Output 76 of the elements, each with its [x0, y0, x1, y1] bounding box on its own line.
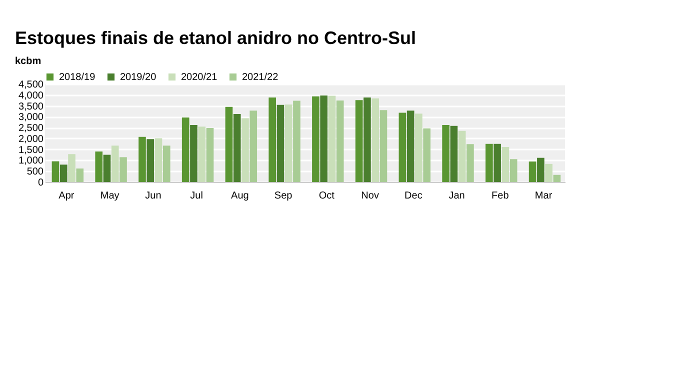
bar	[52, 161, 60, 182]
bar	[138, 136, 146, 182]
y-tick-label: 2,000	[18, 134, 44, 145]
bar	[528, 162, 536, 182]
bar	[398, 112, 406, 182]
bar	[466, 144, 474, 182]
x-tick-label: Feb	[492, 190, 510, 202]
x-tick-label: Dec	[404, 190, 422, 202]
x-tick-label: Oct	[318, 190, 335, 202]
bar	[60, 164, 68, 182]
y-tick-label: 0	[38, 178, 44, 188]
chart-title: Estoques finais de etanol anidro no Centro-Sul	[15, 28, 416, 48]
bar	[545, 164, 552, 182]
legend-label: 2020/21	[181, 72, 218, 83]
bar	[415, 114, 422, 182]
bar	[312, 96, 320, 182]
x-tick-label: Jan	[448, 190, 465, 202]
legend-label: 2018/19	[59, 72, 96, 83]
bar	[284, 104, 292, 182]
bar	[120, 157, 127, 182]
bar	[364, 98, 371, 182]
bar	[225, 106, 233, 182]
bar	[206, 128, 214, 182]
bar	[111, 146, 119, 182]
bar	[494, 144, 501, 182]
bar	[502, 146, 510, 182]
y-tick-label: 4,000	[18, 90, 44, 102]
bar	[486, 144, 493, 182]
x-tick-label: Sep	[274, 190, 293, 202]
y-tick-label: 1,500	[18, 144, 44, 156]
y-axis-title: kcbm	[15, 56, 42, 67]
x-tick-label: Apr	[58, 190, 75, 202]
y-tick-label: 2,500	[18, 123, 44, 134]
bar	[380, 110, 388, 182]
x-tick-label: Jun	[145, 190, 162, 202]
y-tick-label: 1,000	[18, 156, 44, 167]
bar	[268, 98, 276, 182]
bar	[442, 124, 450, 182]
bar	[450, 126, 458, 182]
bar	[233, 114, 241, 182]
bar	[328, 96, 336, 182]
bar	[510, 159, 518, 182]
legend-label: 2019/20	[120, 72, 157, 83]
bar	[95, 152, 103, 182]
bar	[406, 110, 414, 182]
bar	[458, 130, 466, 182]
bar	[190, 124, 198, 182]
bar	[293, 100, 300, 182]
x-tick-label: Nov	[361, 190, 379, 202]
bar	[320, 96, 328, 182]
bar	[154, 138, 162, 182]
bar	[146, 139, 154, 182]
bar	[553, 174, 561, 182]
bar	[103, 154, 111, 182]
y-tick-label: 3,000	[18, 112, 44, 124]
y-tick-label: 3,500	[18, 101, 44, 112]
y-tick-label: 500	[26, 166, 44, 178]
bar	[242, 118, 249, 182]
bar	[372, 98, 379, 182]
x-tick-label: Mar	[534, 190, 553, 202]
bar	[276, 104, 284, 182]
bar	[198, 126, 206, 182]
bar	[336, 100, 344, 182]
bar	[423, 128, 430, 182]
bar	[537, 158, 544, 182]
bar	[76, 168, 84, 182]
bar	[182, 118, 190, 182]
legend-label: 2021/22	[242, 72, 279, 83]
x-tick-label: Jul	[190, 190, 203, 202]
bar	[250, 110, 258, 182]
y-tick-label: 4,500	[18, 80, 44, 90]
bar	[162, 146, 170, 182]
bar	[68, 154, 76, 182]
x-tick-label: May	[100, 190, 120, 202]
x-tick-label: Aug	[231, 190, 249, 202]
bar	[355, 100, 363, 182]
